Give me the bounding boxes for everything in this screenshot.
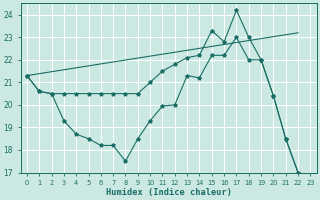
X-axis label: Humidex (Indice chaleur): Humidex (Indice chaleur): [106, 188, 232, 197]
